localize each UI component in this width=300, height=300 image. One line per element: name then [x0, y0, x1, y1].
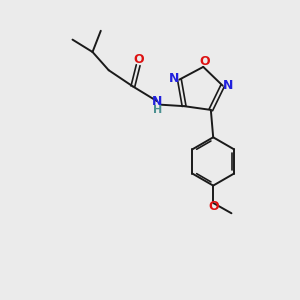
Text: O: O	[199, 56, 210, 68]
Text: N: N	[223, 79, 233, 92]
Text: N: N	[169, 72, 180, 85]
Text: O: O	[208, 200, 218, 213]
Text: H: H	[153, 105, 163, 115]
Text: O: O	[133, 53, 144, 66]
Text: N: N	[152, 95, 162, 108]
